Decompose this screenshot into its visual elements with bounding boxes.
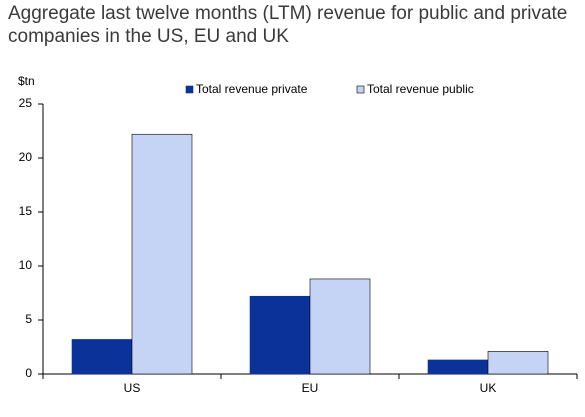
bar — [309, 278, 371, 375]
bar — [487, 351, 549, 375]
legend-label: Total revenue public — [367, 82, 474, 96]
y-tick-label: 5 — [25, 312, 32, 326]
bar — [131, 133, 193, 375]
bar — [427, 359, 489, 375]
x-tick-label: UK — [480, 381, 497, 395]
legend-swatch — [356, 85, 365, 94]
bar — [71, 339, 133, 375]
x-tick-label: US — [124, 381, 141, 395]
y-tick-label: 20 — [19, 150, 33, 164]
y-tick-label: 15 — [19, 204, 33, 218]
x-tick-label: EU — [302, 381, 319, 395]
chart-title: Aggregate last twelve months (LTM) reven… — [8, 3, 568, 47]
y-tick-label: 0 — [25, 366, 32, 380]
legend-swatch — [185, 85, 194, 94]
bar — [249, 295, 311, 375]
y-axis-label: $tn — [18, 74, 35, 88]
y-tick-label: 10 — [19, 258, 33, 272]
legend-label: Total revenue private — [196, 82, 308, 96]
y-tick-label: 25 — [19, 96, 33, 110]
